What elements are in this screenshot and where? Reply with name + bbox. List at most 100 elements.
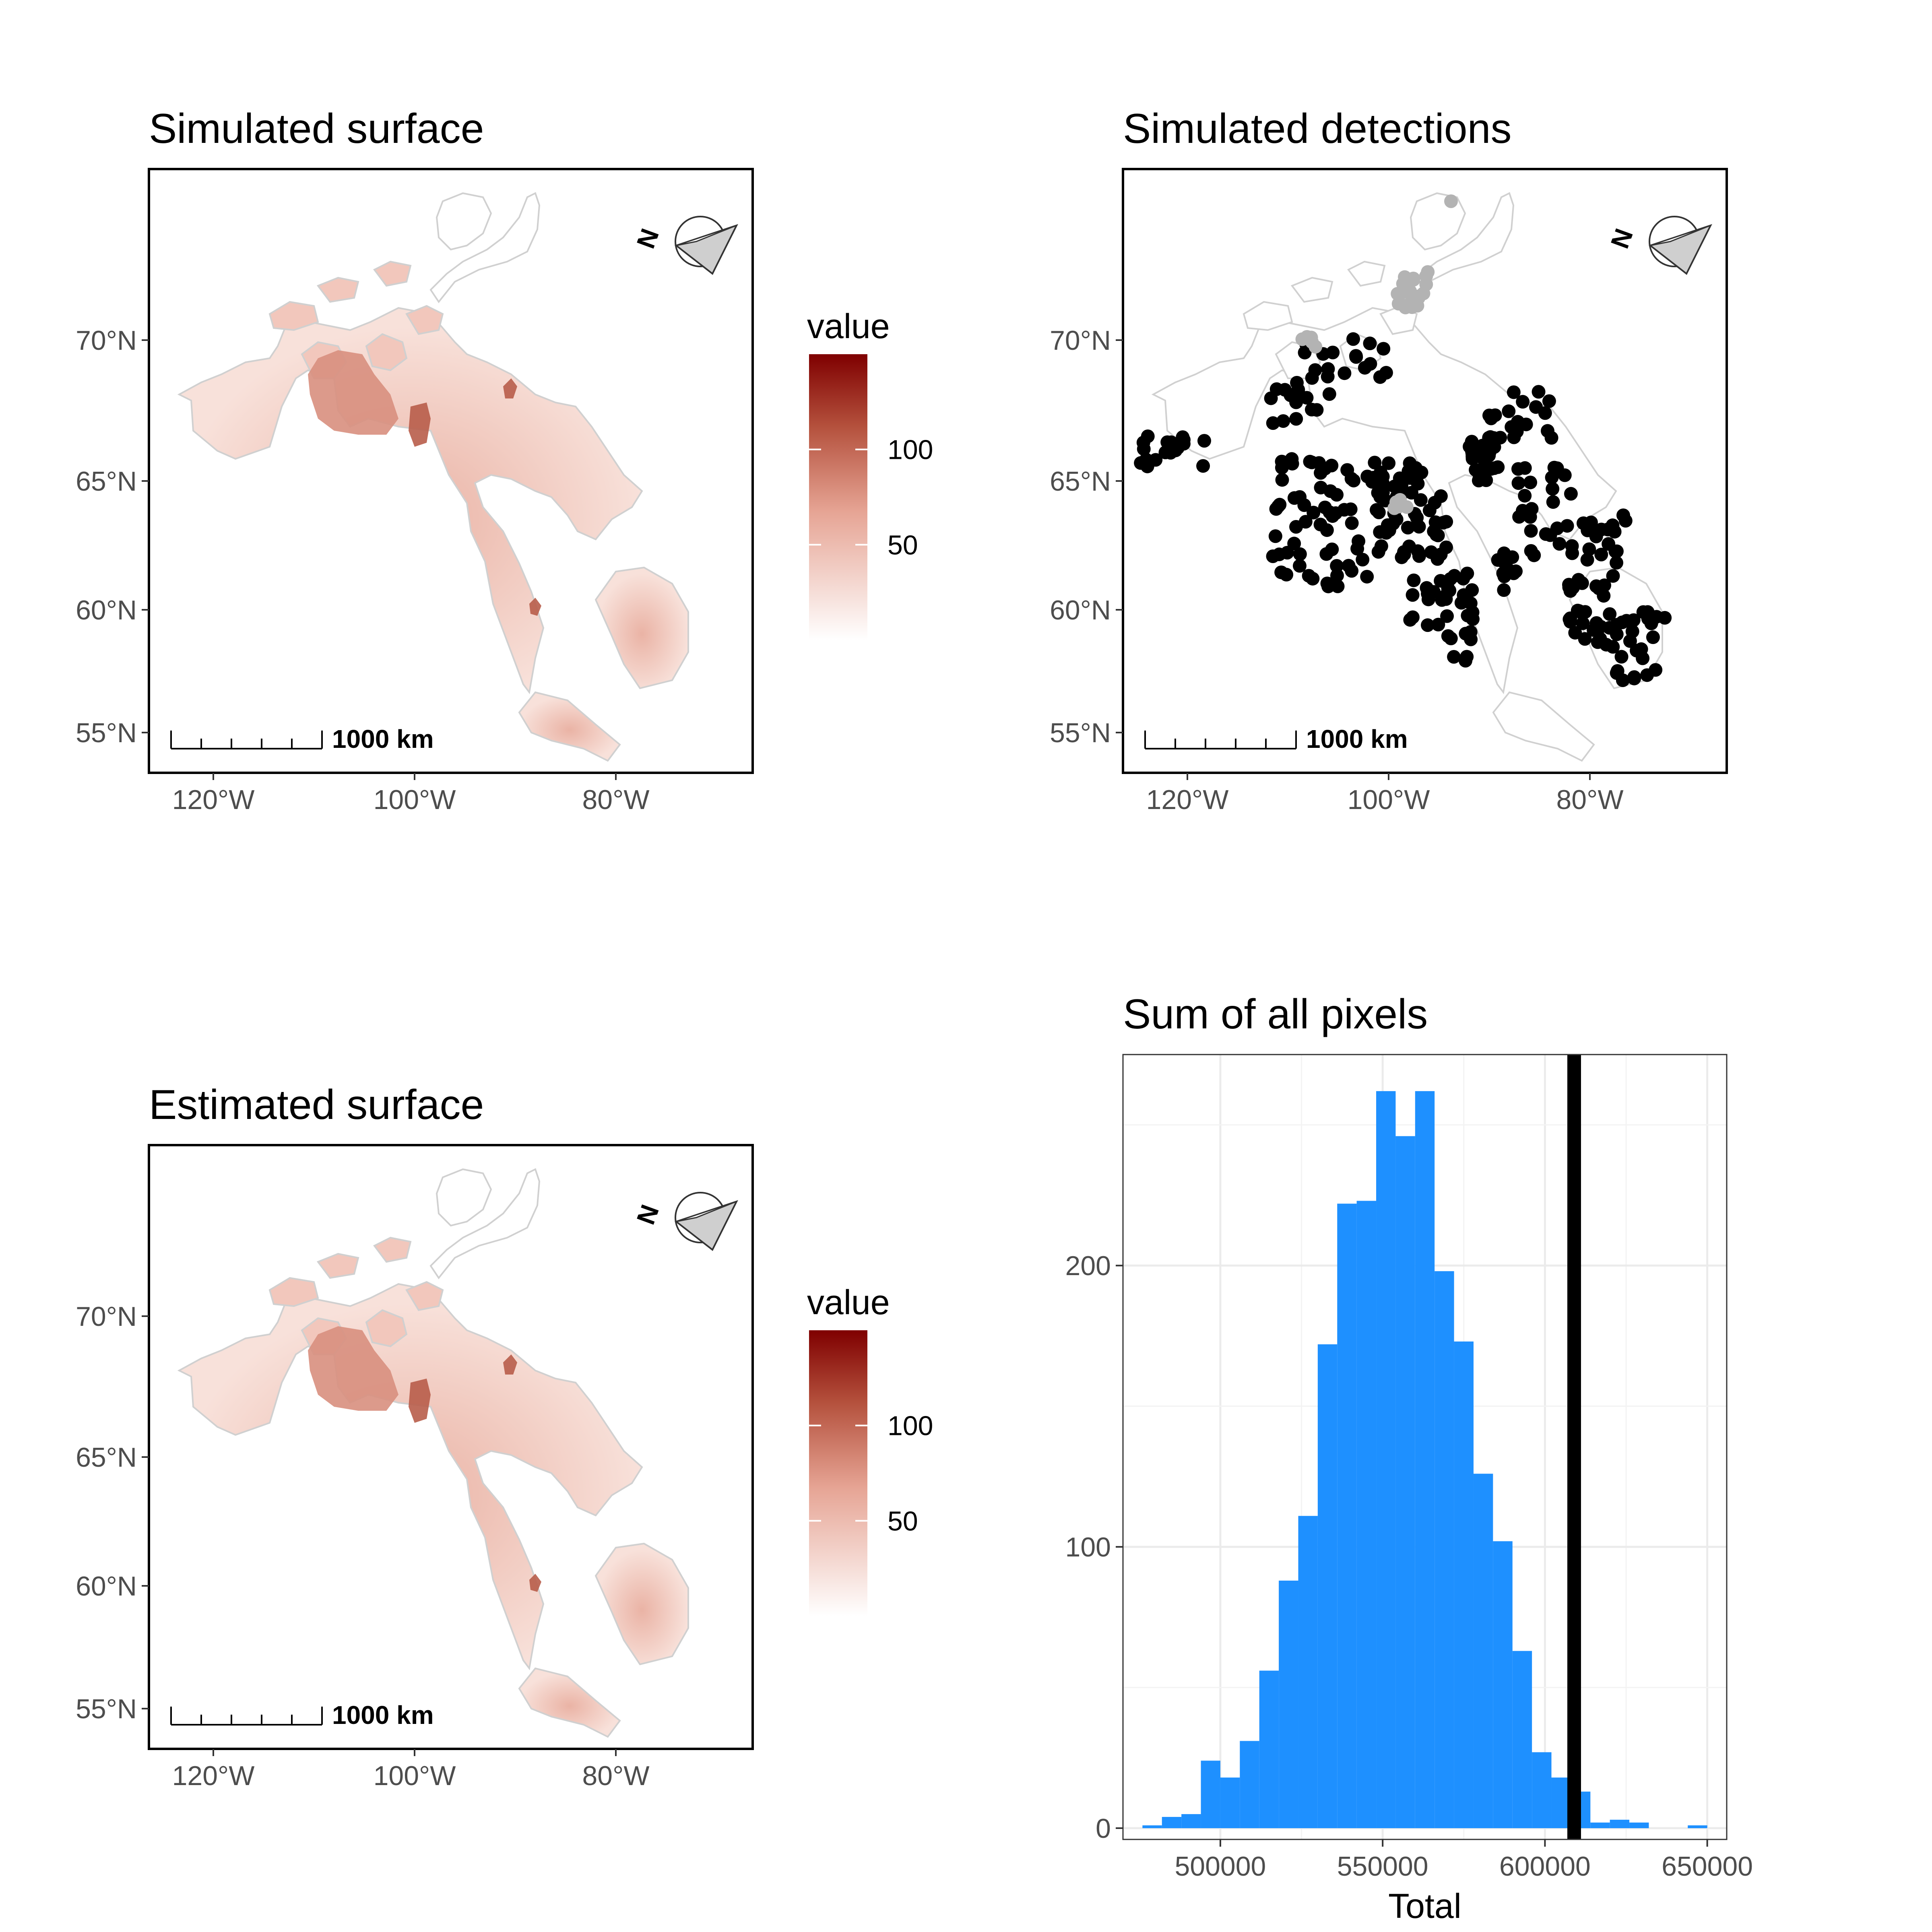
x-tick-label: 100°W: [374, 1761, 456, 1791]
detection-point: [1606, 569, 1620, 583]
detection-point: [1307, 506, 1321, 520]
x-tick-label: 500000: [1174, 1851, 1266, 1882]
landmass: [177, 1283, 643, 1670]
detection-point: [1546, 482, 1560, 496]
detection-point: [1460, 650, 1474, 664]
detection-point: [1387, 479, 1402, 493]
detection-point: [1280, 568, 1294, 582]
north-arrow-needle-light: [1650, 225, 1711, 246]
histogram-bar: [1688, 1825, 1707, 1829]
landmass: [518, 1667, 621, 1738]
y-tick-label: 55°N: [76, 718, 137, 748]
island: [1243, 301, 1293, 331]
x-tick-label: 600000: [1499, 1851, 1591, 1882]
arctic-island: [436, 1168, 492, 1227]
detection-point: [1469, 463, 1483, 477]
detection-point: [1352, 534, 1366, 548]
detection-point: [1401, 520, 1415, 535]
detection-point: [1330, 568, 1344, 582]
detection-point: [1411, 477, 1425, 491]
histogram-bar: [1493, 1541, 1513, 1829]
detection-point: [1576, 616, 1590, 630]
detection-point: [1594, 547, 1608, 561]
x-tick-label: 120°W: [1146, 784, 1229, 815]
detection-point: [1330, 488, 1344, 502]
detection-point: [1266, 416, 1280, 430]
histogram-bar: [1279, 1580, 1298, 1829]
histogram-bar: [1532, 1752, 1552, 1829]
detection-point: [1538, 406, 1552, 420]
detection-point: [1420, 618, 1435, 632]
legend-tick-label: 50: [888, 1506, 918, 1536]
map-area: [177, 192, 689, 762]
detection-point: [1302, 569, 1316, 583]
y-tick-label: 55°N: [1050, 718, 1111, 748]
high-value-patch: [308, 1326, 398, 1411]
x-tick-label: 120°W: [172, 1761, 255, 1791]
high-value-patch: [529, 1574, 541, 1592]
island: [268, 301, 319, 331]
detection-point: [1268, 529, 1282, 543]
detection-point: [1412, 520, 1426, 534]
x-tick-label: 100°W: [374, 784, 456, 815]
detection-point: [1560, 519, 1574, 533]
y-tick-label: 65°N: [1050, 466, 1111, 497]
detection-point: [1289, 412, 1303, 426]
detection-point: [1501, 551, 1515, 566]
detection-point: [1523, 475, 1538, 489]
detection-point: [1370, 503, 1384, 517]
detection-point: [1330, 559, 1344, 573]
histogram-bar: [1259, 1670, 1279, 1829]
detection-point: [1491, 553, 1505, 567]
legend-title: value: [807, 307, 890, 346]
detection-point: [1524, 524, 1538, 538]
detection-point: [1546, 495, 1560, 509]
north-arrow-icon: N: [631, 216, 738, 275]
y-tick-label: 70°N: [1050, 325, 1111, 356]
scale-bar-label: 1000 km: [332, 1701, 434, 1730]
detection-point: [1582, 542, 1596, 556]
detection-point: [1563, 584, 1577, 598]
detection-point: [1578, 632, 1592, 646]
panel-title: Estimated surface: [149, 1082, 484, 1128]
detection-point: [1623, 634, 1637, 648]
landmass: [518, 691, 621, 762]
detection-point: [1321, 369, 1335, 384]
detection-point: [1382, 456, 1396, 470]
y-tick-label: 60°N: [1050, 595, 1111, 625]
high-value-patch: [503, 378, 517, 398]
histogram-bar: [1181, 1814, 1201, 1829]
y-tick-label: 55°N: [76, 1694, 137, 1724]
detection-point: [1487, 461, 1501, 475]
map-area: [1134, 192, 1672, 762]
detection-point: [1377, 342, 1391, 356]
north-arrow-icon: N: [1605, 216, 1712, 275]
detection-point: [1540, 424, 1554, 438]
detection-point: [1497, 583, 1511, 597]
detection-point: [1512, 510, 1526, 524]
detection-point: [1428, 515, 1443, 529]
detection-point: [1338, 366, 1352, 380]
detection-point: [1516, 395, 1530, 409]
x-tick-label: 80°W: [1556, 784, 1623, 815]
detection-point: [1543, 528, 1557, 542]
detection-point: [1379, 524, 1393, 539]
detection-point: [1431, 528, 1445, 543]
x-tick-label: 80°W: [582, 784, 649, 815]
detection-point: [1406, 588, 1420, 602]
detection-point: [1287, 491, 1301, 505]
y-tick-label: 65°N: [76, 466, 137, 497]
detection-point: [1527, 548, 1541, 562]
detection-point: [1465, 583, 1479, 597]
island: [316, 277, 359, 303]
island: [268, 1277, 319, 1307]
island: [365, 1309, 408, 1348]
detection-point: [1403, 613, 1417, 627]
landmass: [1492, 691, 1595, 762]
detection-point: [1292, 559, 1307, 573]
island: [373, 260, 412, 287]
scale-bar: 1000 km: [170, 1701, 434, 1730]
detection-point: [1421, 265, 1435, 279]
detection-point: [1360, 570, 1374, 584]
panel-frame: [148, 168, 754, 774]
